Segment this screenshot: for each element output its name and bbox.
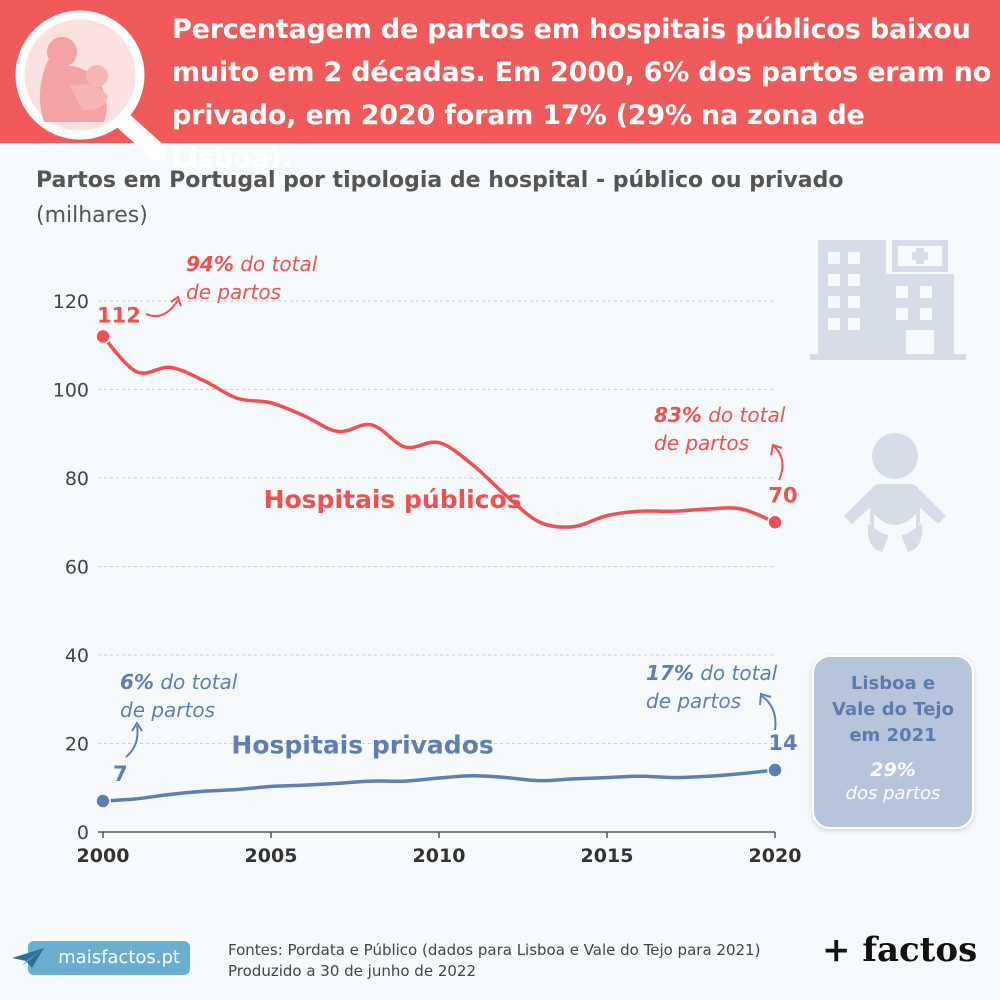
annotation-arrow	[773, 445, 784, 481]
start-annotation-line2: de partos	[120, 698, 215, 722]
annotation-text: do total	[694, 661, 778, 685]
data-point-start	[95, 328, 111, 345]
end-annotation: 83% do total	[654, 403, 786, 427]
brand-logo: + factos	[822, 930, 978, 970]
magnifier-mother-baby-icon	[15, 10, 167, 161]
series-name-label: Hospitais públicos	[264, 485, 522, 514]
data-point-end	[767, 514, 783, 530]
lvt-title: Lisboa e Vale do Tejo em 2021	[814, 671, 972, 749]
lisboa-vale-tejo-box: Lisboa e Vale do Tejo em 2021 29% dos pa…	[812, 655, 974, 829]
site-link[interactable]: maisfactos.pt	[28, 941, 190, 975]
annotation-arrow	[125, 725, 139, 758]
y-tick-label: 0	[77, 822, 89, 844]
x-tick-label: 2000	[77, 845, 130, 867]
lvt-description: dos partos	[845, 783, 941, 804]
annotation-arrow	[145, 299, 179, 318]
y-tick-label: 20	[65, 734, 89, 756]
annotation-text: do total	[234, 252, 318, 276]
produced-date: Produzido a 30 de junho de 2022	[228, 962, 476, 980]
annotation-arrowhead	[759, 692, 772, 706]
data-point-end	[767, 762, 783, 778]
annotation-text: do total	[154, 670, 238, 694]
annotation-arrowhead	[131, 721, 143, 732]
end-value-label: 70	[768, 483, 797, 507]
annotation-percentage: 83%	[654, 403, 702, 427]
header-banner: Percentagem de partos em hospitais públi…	[0, 0, 1000, 174]
end-annotation-line2: de partos	[646, 689, 741, 713]
y-tick-label: 60	[65, 557, 89, 579]
end-annotation: 17% do total	[646, 661, 778, 685]
annotation-percentage: 94%	[186, 252, 234, 276]
start-annotation: 6% do total	[120, 670, 238, 694]
end-annotation-line2: de partos	[654, 431, 749, 455]
lvt-title-line: Vale do Tejo	[832, 699, 954, 720]
chart-title: Partos em Portugal por tipologia de hosp…	[36, 168, 844, 193]
lvt-percentage: 29%	[870, 759, 916, 781]
baby-icon	[844, 433, 946, 552]
annotation-arrowhead	[170, 295, 182, 307]
annotation-arrowhead	[770, 443, 783, 456]
series-name-label: Hospitais privados	[231, 731, 493, 760]
start-annotation-line2: de partos	[186, 280, 281, 304]
paper-plane-icon	[12, 948, 44, 968]
lvt-title-line: Lisboa e	[850, 673, 936, 694]
data-point-start	[95, 793, 111, 809]
lvt-title-line: em 2021	[849, 725, 937, 746]
annotation-arrow	[761, 695, 777, 731]
annotation-percentage: 17%	[646, 661, 694, 685]
x-tick-label: 2015	[581, 845, 634, 867]
footer-sources: Fontes: Pordata e Público (dados para Li…	[228, 940, 760, 982]
start-value-label: 112	[97, 303, 141, 327]
header-title: Percentagem de partos em hospitais públi…	[172, 14, 991, 174]
chart-subtitle: (milhares)	[36, 203, 148, 228]
y-tick-label: 40	[65, 645, 89, 667]
x-tick-label: 2020	[749, 845, 802, 867]
start-annotation: 94% do total	[186, 252, 318, 276]
x-tick-label: 2010	[413, 845, 466, 867]
end-value-label: 14	[768, 731, 797, 755]
annotation-percentage: 6%	[120, 670, 154, 694]
series-line	[101, 334, 777, 529]
x-tick-label: 2005	[245, 845, 298, 867]
annotation-text: do total	[702, 403, 786, 427]
hospital-building-icon	[810, 240, 966, 360]
y-tick-label: 100	[53, 380, 89, 402]
start-value-label: 7	[113, 762, 128, 786]
y-tick-label: 120	[53, 291, 89, 313]
y-tick-label: 80	[65, 468, 89, 490]
sources-text: Fontes: Pordata e Público (dados para Li…	[228, 941, 761, 959]
series-line	[101, 768, 777, 803]
